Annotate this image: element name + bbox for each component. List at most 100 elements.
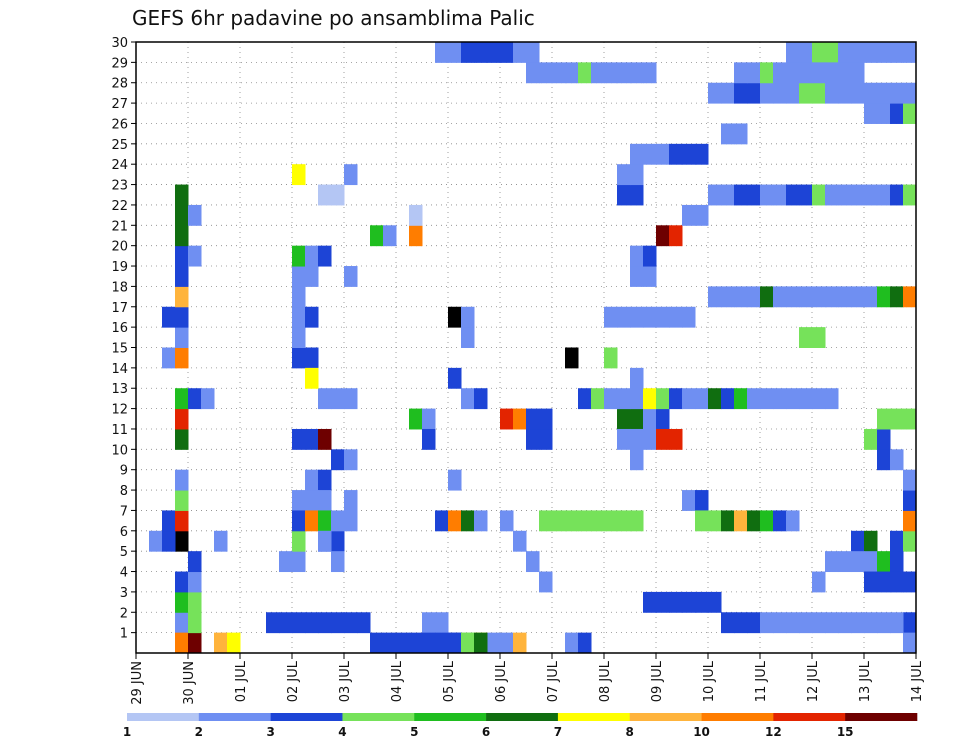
heatmap-cell xyxy=(513,408,527,430)
heatmap-cell xyxy=(760,286,774,308)
heatmap-cell xyxy=(721,388,735,410)
heatmap-cell xyxy=(552,510,566,532)
y-tick-label: 12 xyxy=(111,403,128,418)
y-tick-label: 25 xyxy=(111,138,128,153)
heatmap-cell xyxy=(175,204,189,226)
heatmap-cell xyxy=(747,510,761,532)
heatmap-cell xyxy=(773,82,787,104)
heatmap-cell xyxy=(487,632,501,654)
y-tick-label: 10 xyxy=(111,443,128,458)
heatmap-cell xyxy=(188,204,202,226)
heatmap-cell xyxy=(669,306,683,328)
heatmap-cell xyxy=(292,306,306,328)
heatmap-cell xyxy=(630,164,644,186)
x-tick-label: 04 JUL xyxy=(390,660,405,702)
heatmap-cell xyxy=(565,347,579,369)
heatmap-cell xyxy=(292,530,306,552)
heatmap-cell xyxy=(175,469,189,491)
heatmap-cell xyxy=(643,591,657,613)
y-tick-label: 28 xyxy=(111,77,128,92)
heatmap-cell xyxy=(760,388,774,410)
heatmap-cell xyxy=(734,123,748,145)
colorbar-label: 10 xyxy=(693,725,710,739)
heatmap-cell xyxy=(526,42,540,63)
heatmap-cell xyxy=(422,408,436,430)
heatmap-cell xyxy=(812,82,826,104)
heatmap-cell xyxy=(708,286,722,308)
heatmap-cell xyxy=(760,82,774,104)
heatmap-cell xyxy=(188,632,202,654)
heatmap-cell xyxy=(526,551,540,573)
heatmap-cell xyxy=(682,591,696,613)
heatmap-cell xyxy=(643,245,657,267)
heatmap-cell xyxy=(331,551,345,573)
heatmap-cell xyxy=(396,632,410,654)
heatmap-cell xyxy=(773,510,787,532)
heatmap-cell xyxy=(539,510,553,532)
heatmap-cell xyxy=(851,82,865,104)
heatmap-cell xyxy=(318,469,332,491)
heatmap-cell xyxy=(539,571,553,593)
heatmap-cell xyxy=(630,510,644,532)
heatmap-cell xyxy=(812,62,826,84)
heatmap-cell xyxy=(175,408,189,430)
heatmap-cell xyxy=(825,612,839,634)
x-tick-label: 10 JUL xyxy=(702,660,717,702)
heatmap-cell xyxy=(812,286,826,308)
heatmap-cell xyxy=(318,530,332,552)
heatmap-cell xyxy=(786,184,800,206)
y-tick-label: 14 xyxy=(111,362,128,377)
heatmap-cell xyxy=(695,510,709,532)
heatmap-cell xyxy=(175,612,189,634)
heatmap-cell xyxy=(461,42,475,63)
heatmap-cell xyxy=(201,388,215,410)
heatmap-cell xyxy=(175,632,189,654)
colorbar-segment xyxy=(701,713,774,721)
heatmap-cell xyxy=(305,510,319,532)
heatmap-cell xyxy=(565,62,579,84)
heatmap-cell xyxy=(643,388,657,410)
heatmap-cell xyxy=(565,632,579,654)
heatmap-cell xyxy=(799,82,813,104)
colorbar-label: 4 xyxy=(338,725,346,739)
heatmap-cell xyxy=(656,591,670,613)
colorbar-label: 12 xyxy=(765,725,782,739)
heatmap-cell xyxy=(474,388,488,410)
y-tick-label: 24 xyxy=(111,158,128,173)
heatmap-cell xyxy=(331,388,345,410)
colorbar-label: 6 xyxy=(482,725,490,739)
heatmap-cell xyxy=(799,286,813,308)
heatmap-cell xyxy=(656,388,670,410)
heatmap-cell xyxy=(448,469,462,491)
heatmap-cell xyxy=(669,428,683,450)
heatmap-cell xyxy=(448,367,462,389)
heatmap-cell xyxy=(890,286,904,308)
y-tick-label: 3 xyxy=(120,586,128,601)
heatmap-cell xyxy=(162,530,176,552)
heatmap-cell xyxy=(305,490,319,511)
heatmap-cell xyxy=(617,510,631,532)
heatmap-cell xyxy=(643,266,657,287)
heatmap-cell xyxy=(513,42,527,63)
heatmap-cell xyxy=(643,428,657,450)
heatmap-cell xyxy=(838,612,852,634)
x-tick-label: 12 JUL xyxy=(806,660,821,702)
heatmap-cell xyxy=(539,408,553,430)
heatmap-cell xyxy=(539,428,553,450)
heatmap-cell xyxy=(890,42,904,63)
heatmap-cell xyxy=(825,388,839,410)
heatmap-cell xyxy=(747,388,761,410)
heatmap-cell xyxy=(409,225,423,247)
heatmap-cell xyxy=(903,82,917,104)
y-ticks: 1234567891011121314151617181920212223242… xyxy=(111,36,136,642)
heatmap-cell xyxy=(292,490,306,511)
heatmap-cell xyxy=(760,510,774,532)
heatmap-cell xyxy=(643,62,657,84)
heatmap-cell xyxy=(877,408,891,430)
heatmap-cell xyxy=(292,428,306,450)
heatmap-cell xyxy=(747,184,761,206)
heatmap-cell xyxy=(864,103,878,124)
heatmap-cell xyxy=(318,428,332,450)
heatmap-cell xyxy=(370,225,384,247)
